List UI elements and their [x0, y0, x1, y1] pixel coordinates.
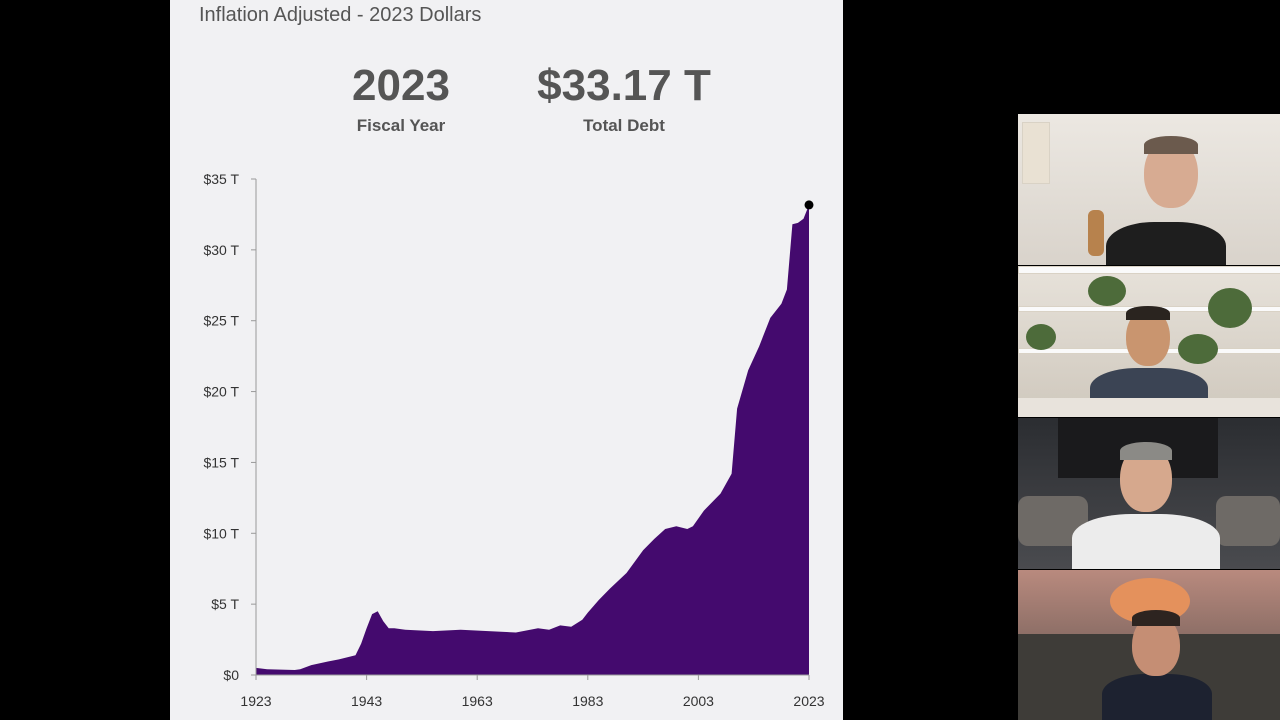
- participant-3-torso: [1072, 514, 1220, 569]
- debt-area-series: [256, 205, 809, 675]
- desk: [1018, 398, 1280, 417]
- participant-2-hair: [1126, 306, 1170, 320]
- plant-1: [1088, 276, 1126, 306]
- x-tick-label: 2023: [793, 693, 824, 709]
- y-tick-label: $0: [223, 667, 239, 683]
- x-tick-label: 2003: [683, 693, 714, 709]
- plant-4: [1178, 334, 1218, 364]
- participant-tile-2[interactable]: [1018, 266, 1280, 417]
- y-tick-label: $20 T: [203, 384, 239, 400]
- participant-4-hair: [1132, 610, 1180, 626]
- x-tick-label: 1923: [240, 693, 271, 709]
- participant-tile-3[interactable]: [1018, 418, 1280, 569]
- chart-panel: Inflation Adjusted - 2023 Dollars 2023 F…: [170, 0, 843, 720]
- participant-4-torso: [1102, 674, 1212, 720]
- participant-3-hair: [1120, 442, 1172, 460]
- y-tick-label: $35 T: [203, 171, 239, 187]
- y-tick-label: $10 T: [203, 525, 239, 541]
- plant-3: [1026, 324, 1056, 350]
- highlighted-point-marker: [805, 200, 814, 209]
- x-tick-label: 1983: [572, 693, 603, 709]
- participant-tile-1[interactable]: [1018, 114, 1280, 265]
- wall-poster: [1022, 122, 1050, 184]
- y-tick-label: $30 T: [203, 242, 239, 258]
- y-tick-label: $5 T: [211, 596, 239, 612]
- guitar-object: [1088, 210, 1104, 256]
- video-participants: [1018, 114, 1280, 720]
- plant-2: [1208, 288, 1252, 328]
- x-tick-label: 1943: [351, 693, 382, 709]
- participant-tile-4[interactable]: [1018, 570, 1280, 720]
- sofa-right: [1216, 496, 1280, 546]
- shelf-top: [1018, 266, 1280, 274]
- y-tick-label: $25 T: [203, 313, 239, 329]
- y-tick-label: $15 T: [203, 454, 239, 470]
- participant-1-torso: [1106, 222, 1226, 265]
- debt-area-chart[interactable]: $0 $5 T $10 T $15 T $20 T $25 T $30 T $35 T 1923…: [170, 0, 843, 720]
- participant-1-hair: [1144, 136, 1198, 154]
- x-tick-label: 1963: [462, 693, 493, 709]
